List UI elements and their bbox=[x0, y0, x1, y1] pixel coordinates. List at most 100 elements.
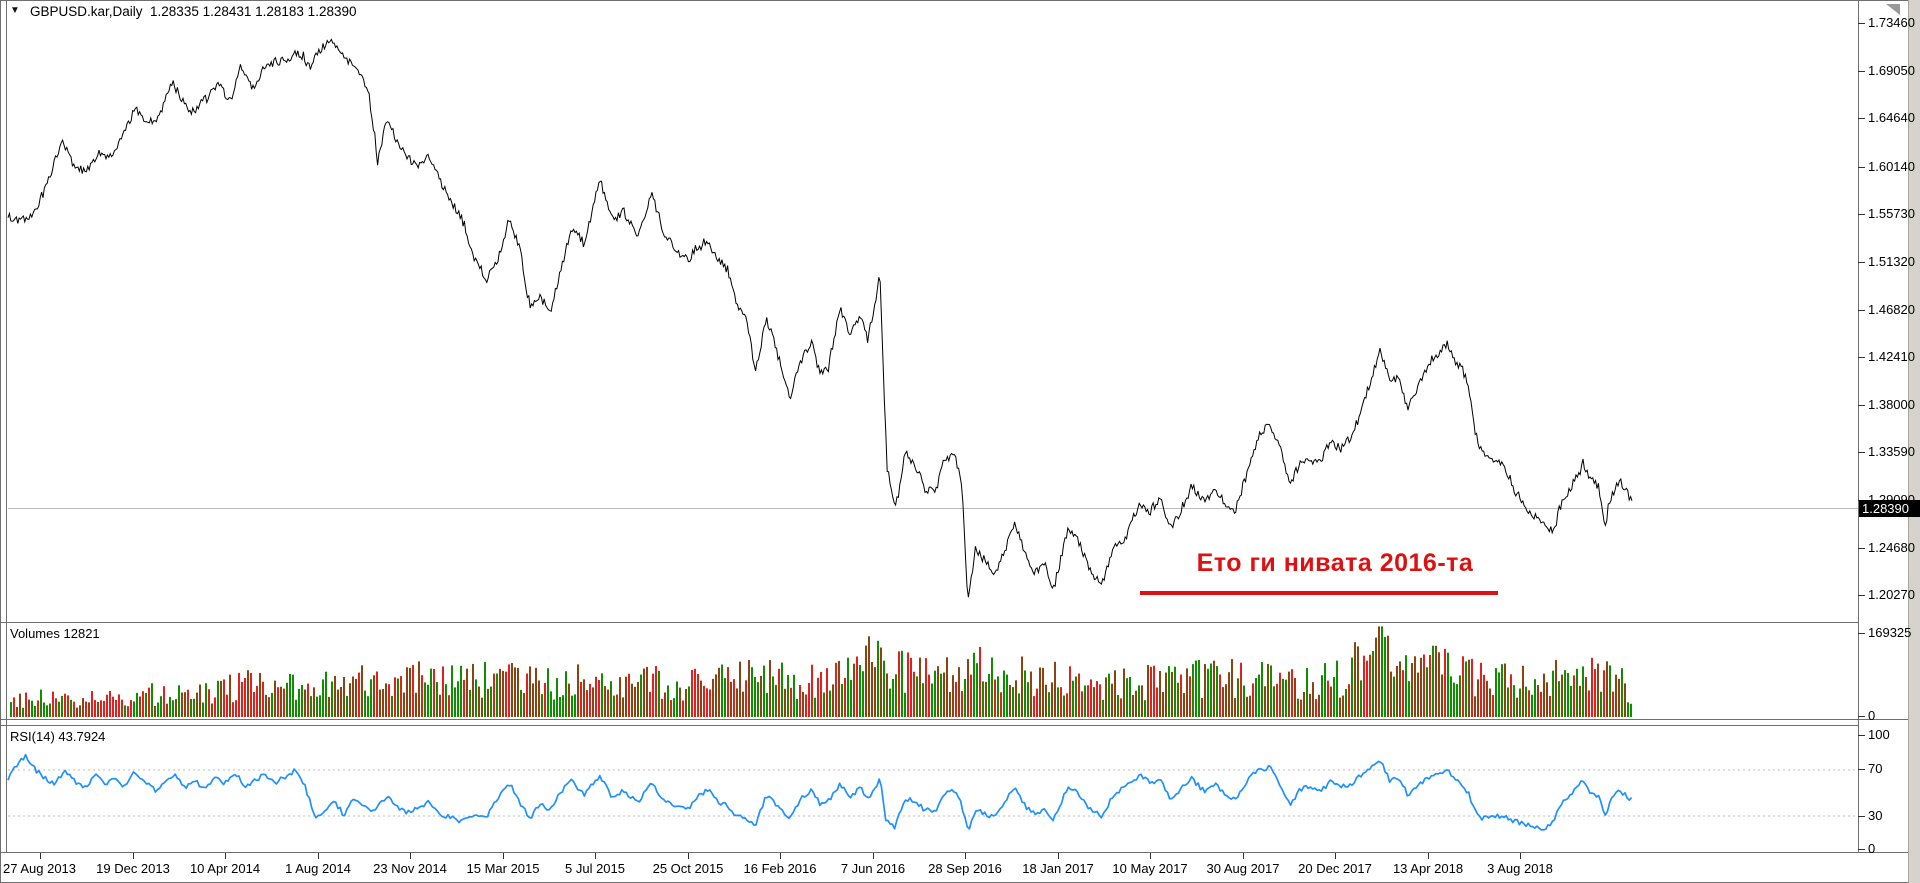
volume-bar bbox=[976, 663, 978, 717]
volume-bar bbox=[694, 668, 696, 717]
volume-bar bbox=[889, 688, 891, 717]
volume-bar bbox=[1096, 681, 1098, 717]
volume-bar bbox=[1522, 665, 1524, 717]
volume-bar bbox=[1564, 670, 1566, 717]
volume-bar bbox=[76, 707, 78, 717]
volume-bar bbox=[907, 652, 909, 717]
volume-bar bbox=[613, 695, 615, 717]
volume-bar bbox=[1453, 682, 1455, 717]
volume-bar bbox=[1081, 691, 1083, 717]
volume-bar bbox=[1624, 683, 1626, 717]
volume-bar bbox=[1204, 664, 1206, 717]
volume-bar bbox=[430, 668, 432, 717]
volume-bar bbox=[223, 679, 225, 717]
volume-bar bbox=[1201, 698, 1203, 717]
volume-bar bbox=[763, 665, 765, 717]
volume-bar bbox=[661, 698, 663, 717]
volume-bar bbox=[157, 702, 159, 717]
volume-bar bbox=[541, 694, 543, 717]
volume-bar bbox=[778, 668, 780, 717]
volume-bar bbox=[1219, 674, 1221, 717]
volume-bar bbox=[1195, 660, 1197, 717]
volume-bar bbox=[232, 702, 234, 717]
volume-bar bbox=[1450, 676, 1452, 717]
volume-bar bbox=[1606, 661, 1608, 717]
volume-bar bbox=[478, 686, 480, 717]
volume-bar bbox=[1420, 657, 1422, 717]
volume-bar bbox=[1051, 682, 1053, 717]
volume-bar bbox=[271, 692, 273, 717]
volume-bar bbox=[820, 671, 822, 717]
volume-bar bbox=[322, 679, 324, 717]
volume-bar bbox=[10, 702, 12, 717]
volume-bar bbox=[1399, 661, 1401, 717]
volume-bar bbox=[793, 674, 795, 717]
volume-bar bbox=[1456, 684, 1458, 717]
volume-bar bbox=[964, 678, 966, 717]
volume-bar bbox=[265, 694, 267, 717]
volume-bar bbox=[1126, 678, 1128, 717]
volume-bar bbox=[1390, 671, 1392, 717]
symbol-dropdown-icon[interactable]: ▼ bbox=[10, 5, 20, 16]
volume-bar bbox=[775, 684, 777, 717]
volume-bar bbox=[928, 674, 930, 717]
indicator-scale-label: 169325 bbox=[1868, 625, 1912, 640]
volume-bar bbox=[958, 667, 960, 717]
volume-bar bbox=[1555, 659, 1557, 717]
volume-bar bbox=[1069, 666, 1071, 717]
volume-bar bbox=[394, 677, 396, 717]
volume-bar bbox=[1063, 695, 1065, 717]
volume-bar bbox=[64, 693, 66, 717]
volume-bar bbox=[979, 646, 981, 717]
volume-bar bbox=[34, 705, 36, 717]
volume-bar bbox=[1024, 670, 1026, 717]
volume-bar bbox=[1471, 658, 1473, 717]
indicator-scale-label: 0 bbox=[1868, 708, 1876, 723]
volume-bar bbox=[22, 707, 24, 717]
volume-bar bbox=[163, 686, 165, 717]
volume-bar bbox=[58, 701, 60, 717]
chart-shift-marker-icon[interactable] bbox=[1886, 4, 1900, 15]
volume-bar bbox=[961, 691, 963, 717]
volume-bar bbox=[1294, 678, 1296, 717]
volume-bar bbox=[898, 651, 900, 717]
volume-bar bbox=[1102, 699, 1104, 717]
volume-bar bbox=[514, 667, 516, 717]
volume-bar bbox=[1177, 682, 1179, 717]
volume-bar bbox=[1057, 687, 1059, 717]
volume-bar bbox=[844, 677, 846, 717]
volume-bar bbox=[934, 670, 936, 717]
volume-bar bbox=[733, 679, 735, 717]
volume-bar bbox=[562, 695, 564, 717]
volume-bar bbox=[550, 691, 552, 717]
volume-bar bbox=[850, 680, 852, 717]
volume-bar bbox=[280, 686, 282, 717]
volume-bar bbox=[631, 683, 633, 717]
scrollbar-strip[interactable] bbox=[1908, 0, 1920, 883]
volume-bar bbox=[736, 688, 738, 717]
volume-bar bbox=[244, 678, 246, 717]
volume-bar bbox=[895, 674, 897, 717]
volume-bar bbox=[1186, 668, 1188, 717]
volume-bar bbox=[1525, 686, 1527, 717]
volume-bar bbox=[1012, 687, 1014, 717]
volume-bar bbox=[169, 696, 171, 717]
volume-bar bbox=[160, 696, 162, 717]
volume-bar bbox=[835, 662, 837, 717]
volume-bar bbox=[508, 664, 510, 717]
volume-bar bbox=[739, 661, 741, 717]
volume-bar bbox=[31, 700, 33, 717]
volume-bar bbox=[664, 692, 666, 717]
volume-bar bbox=[70, 699, 72, 717]
volume-bar bbox=[1207, 668, 1209, 717]
volume-bar bbox=[1615, 674, 1617, 717]
volume-bar bbox=[586, 690, 588, 717]
volume-bar bbox=[367, 696, 369, 717]
volume-bar bbox=[262, 681, 264, 717]
volume-bar bbox=[1426, 667, 1428, 717]
volume-bar bbox=[1048, 692, 1050, 717]
volume-bar bbox=[82, 698, 84, 717]
volume-bar bbox=[139, 696, 141, 717]
volume-bar bbox=[268, 697, 270, 717]
